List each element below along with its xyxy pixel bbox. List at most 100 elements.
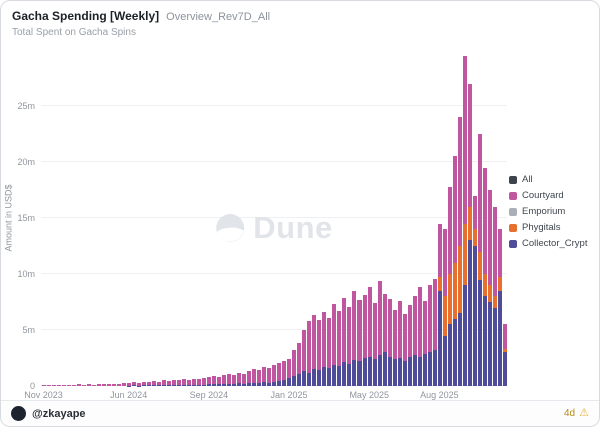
bar[interactable] xyxy=(372,50,377,386)
bar[interactable] xyxy=(462,50,467,386)
bar[interactable] xyxy=(397,50,402,386)
bar[interactable] xyxy=(191,50,196,386)
bar[interactable] xyxy=(297,50,302,386)
bar[interactable] xyxy=(121,50,126,386)
bar[interactable] xyxy=(492,50,497,386)
bar[interactable] xyxy=(497,50,502,386)
bar[interactable] xyxy=(427,50,432,386)
bar[interactable] xyxy=(277,50,282,386)
bar[interactable] xyxy=(282,50,287,386)
bar[interactable] xyxy=(212,50,217,386)
bar[interactable] xyxy=(71,50,76,386)
bar[interactable] xyxy=(207,50,212,386)
bar[interactable] xyxy=(41,50,46,386)
bar[interactable] xyxy=(382,50,387,386)
bar[interactable] xyxy=(181,50,186,386)
bar[interactable] xyxy=(352,50,357,386)
bar[interactable] xyxy=(442,50,447,386)
bar[interactable] xyxy=(412,50,417,386)
bar[interactable] xyxy=(292,50,297,386)
bar[interactable] xyxy=(51,50,56,386)
bar[interactable] xyxy=(362,50,367,386)
bar[interactable] xyxy=(392,50,397,386)
bar[interactable] xyxy=(477,50,482,386)
bar[interactable] xyxy=(56,50,61,386)
bar[interactable] xyxy=(96,50,101,386)
bar[interactable] xyxy=(242,50,247,386)
bar[interactable] xyxy=(222,50,227,386)
bar[interactable] xyxy=(131,50,136,386)
legend-item-all[interactable]: All xyxy=(509,174,591,185)
bar[interactable] xyxy=(76,50,81,386)
bar[interactable] xyxy=(347,50,352,386)
bar[interactable] xyxy=(161,50,166,386)
legend-item-courtyard[interactable]: Courtyard xyxy=(509,190,591,201)
bar[interactable] xyxy=(307,50,312,386)
bar[interactable] xyxy=(387,50,392,386)
bar[interactable] xyxy=(227,50,232,386)
bar[interactable] xyxy=(196,50,201,386)
bar[interactable] xyxy=(116,50,121,386)
bar[interactable] xyxy=(487,50,492,386)
bar[interactable] xyxy=(101,50,106,386)
bar[interactable] xyxy=(232,50,237,386)
bar[interactable] xyxy=(217,50,222,386)
legend-item-collector_crypt[interactable]: Collector_Crypt xyxy=(509,238,591,249)
bar[interactable] xyxy=(151,50,156,386)
bar[interactable] xyxy=(66,50,71,386)
bar[interactable] xyxy=(327,50,332,386)
bar[interactable] xyxy=(252,50,257,386)
bar[interactable] xyxy=(247,50,252,386)
bar[interactable] xyxy=(257,50,262,386)
bar[interactable] xyxy=(422,50,427,386)
bar[interactable] xyxy=(502,50,507,386)
bar[interactable] xyxy=(166,50,171,386)
bar[interactable] xyxy=(402,50,407,386)
bar[interactable] xyxy=(267,50,272,386)
query-name-link[interactable]: Overview_Rev7D_All xyxy=(166,11,271,23)
bar[interactable] xyxy=(467,50,472,386)
bar[interactable] xyxy=(322,50,327,386)
bar[interactable] xyxy=(146,50,151,386)
bar[interactable] xyxy=(287,50,292,386)
bar[interactable] xyxy=(452,50,457,386)
bar[interactable] xyxy=(156,50,161,386)
author-link[interactable]: @zkayape xyxy=(11,406,86,421)
bar[interactable] xyxy=(357,50,362,386)
bar[interactable] xyxy=(136,50,141,386)
bar[interactable] xyxy=(407,50,412,386)
bar[interactable] xyxy=(202,50,207,386)
bar[interactable] xyxy=(302,50,307,386)
bar[interactable] xyxy=(81,50,86,386)
bar[interactable] xyxy=(317,50,322,386)
bar[interactable] xyxy=(417,50,422,386)
bar[interactable] xyxy=(91,50,96,386)
bar[interactable] xyxy=(447,50,452,386)
bar[interactable] xyxy=(237,50,242,386)
bar[interactable] xyxy=(86,50,91,386)
bar[interactable] xyxy=(176,50,181,386)
bar[interactable] xyxy=(367,50,372,386)
bar[interactable] xyxy=(432,50,437,386)
bar[interactable] xyxy=(332,50,337,386)
bar[interactable] xyxy=(262,50,267,386)
bar[interactable] xyxy=(377,50,382,386)
bar[interactable] xyxy=(126,50,131,386)
bar[interactable] xyxy=(482,50,487,386)
bar[interactable] xyxy=(437,50,442,386)
bar[interactable] xyxy=(272,50,277,386)
bar[interactable] xyxy=(171,50,176,386)
bar[interactable] xyxy=(186,50,191,386)
bar[interactable] xyxy=(457,50,462,386)
bar[interactable] xyxy=(312,50,317,386)
legend-item-phygitals[interactable]: Phygitals xyxy=(509,222,591,233)
bar[interactable] xyxy=(106,50,111,386)
bar[interactable] xyxy=(141,50,146,386)
bar[interactable] xyxy=(46,50,51,386)
bar[interactable] xyxy=(342,50,347,386)
bar[interactable] xyxy=(472,50,477,386)
data-age-badge[interactable]: 4d ⚠ xyxy=(564,408,589,420)
legend-item-emporium[interactable]: Emporium xyxy=(509,206,591,217)
bar[interactable] xyxy=(61,50,66,386)
bar[interactable] xyxy=(337,50,342,386)
